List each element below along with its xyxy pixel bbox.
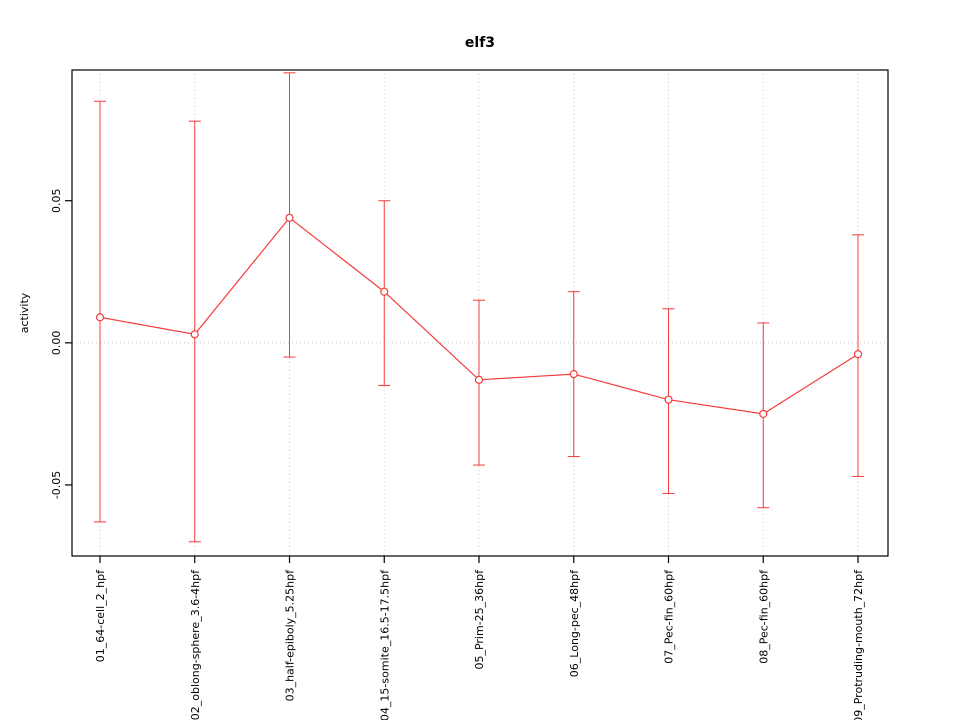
x-tick-label: 05_Prim-25_36hpf xyxy=(473,569,486,670)
data-point xyxy=(853,350,863,359)
data-point xyxy=(190,330,199,339)
x-tick-label: 02_oblong-sphere_3.6-4hpf xyxy=(189,569,202,720)
data-point xyxy=(569,370,578,379)
x-tick-label: 07_Pec-fin_60hpf xyxy=(663,569,676,664)
x-tick-label: 08_Pec-fin_60hpf xyxy=(757,569,770,664)
data-point xyxy=(664,395,673,404)
x-tick-label: 01_64-cell_2_hpf xyxy=(94,569,107,662)
data-point xyxy=(95,313,105,322)
x-tick-label: 09_Protruding-mouth_72hpf xyxy=(852,569,865,720)
data-point xyxy=(285,213,294,222)
y-tick-label: 0.00 xyxy=(50,331,63,356)
x-tick-label: 03_half-epiboly_5.25hpf xyxy=(284,569,297,702)
y-tick-label: 0.05 xyxy=(50,188,63,213)
chart-title: elf3 xyxy=(465,35,495,51)
plot-border xyxy=(71,69,889,557)
data-point xyxy=(474,375,484,384)
y-tick-label: -0.05 xyxy=(50,471,63,499)
data-point xyxy=(380,287,389,296)
x-tick-label: 06_Long-pec_48hpf xyxy=(568,569,581,677)
data-point xyxy=(759,409,768,418)
x-tick-label: 04_15-somite_16.5-17.5hpf xyxy=(378,569,391,720)
y-axis-label: activity xyxy=(18,292,31,333)
